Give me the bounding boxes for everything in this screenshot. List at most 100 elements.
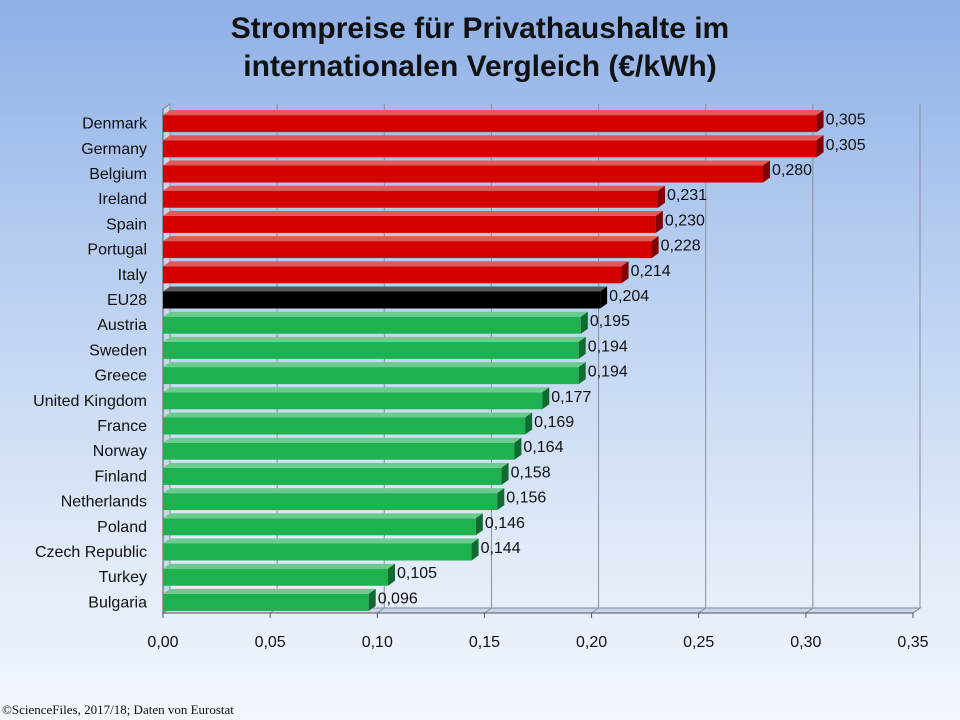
y-tick-label: Italy	[118, 267, 147, 284]
x-tick-label: 0,30	[790, 634, 821, 651]
bar	[163, 493, 498, 511]
y-tick-label: Finland	[95, 468, 147, 485]
x-tick-label: 0,00	[147, 634, 178, 651]
bar-end-face	[368, 588, 376, 611]
bar-end-face	[501, 462, 509, 485]
bar	[163, 593, 369, 611]
bar-top-face	[163, 412, 533, 418]
bar-end-face	[475, 513, 483, 536]
bar-end-face	[388, 563, 395, 586]
bar-top-face	[163, 437, 522, 443]
data-label: 0,169	[534, 414, 574, 431]
bar	[163, 392, 543, 410]
data-label: 0,158	[511, 464, 551, 481]
bar	[163, 266, 622, 284]
y-tick-label: Sweden	[89, 342, 147, 359]
y-tick-label: Ireland	[98, 191, 147, 208]
data-label: 0,214	[631, 263, 671, 280]
data-label: 0,230	[665, 212, 705, 229]
data-label: 0,305	[826, 112, 866, 129]
bar	[163, 215, 656, 233]
bar-top-face	[163, 462, 509, 468]
x-tick-label: 0,20	[576, 634, 607, 651]
bar	[163, 190, 658, 208]
bar	[163, 568, 388, 586]
bar	[163, 367, 579, 385]
bar-top-face	[163, 488, 505, 494]
y-tick-label: Poland	[97, 519, 147, 536]
bar-top-face	[163, 135, 824, 141]
x-tick-label: 0,10	[362, 634, 393, 651]
data-label: 0,177	[551, 389, 591, 406]
data-label: 0,105	[397, 565, 437, 582]
y-tick-label: Czech Republic	[35, 544, 147, 561]
bar-top-face	[163, 210, 663, 216]
x-tick-label: 0,15	[469, 634, 500, 651]
bar-end-face	[578, 336, 586, 359]
bar-top-face	[163, 286, 608, 292]
x-gridline	[805, 104, 814, 614]
bar	[163, 140, 817, 158]
bar-top-face	[163, 236, 659, 242]
y-tick-label: Spain	[106, 216, 147, 233]
bar-end-face	[600, 286, 608, 309]
bar	[163, 316, 581, 334]
y-tick-label: United Kingdom	[33, 393, 147, 410]
data-label: 0,305	[826, 137, 866, 154]
bar	[163, 543, 472, 561]
chart-title: Strompreise für Privathaushalte im inter…	[0, 10, 960, 86]
chart-title-line-2: internationalen Vergleich (€/kWh)	[243, 50, 717, 83]
bar	[163, 518, 476, 536]
data-label: 0,164	[523, 439, 563, 456]
bar-end-face	[621, 261, 629, 284]
bar-top-face	[163, 185, 665, 191]
data-label: 0,194	[588, 364, 628, 381]
bar-end-face	[471, 538, 479, 561]
bar	[163, 115, 817, 133]
data-label: 0,280	[772, 162, 812, 179]
x-gridline	[698, 104, 707, 614]
bar-end-face	[578, 362, 586, 385]
y-tick-label: France	[97, 418, 147, 435]
bar	[163, 291, 601, 309]
bar-end-face	[651, 236, 659, 259]
bar-end-face	[580, 311, 588, 334]
bar-top-face	[163, 311, 588, 317]
bar-top-face	[163, 563, 395, 569]
bar-end-face	[763, 160, 770, 183]
bar-end-face	[816, 135, 824, 158]
data-label: 0,144	[481, 540, 521, 557]
data-label: 0,231	[667, 187, 707, 204]
bar-end-face	[658, 185, 665, 208]
bar-end-face	[655, 210, 663, 233]
data-label: 0,194	[588, 338, 628, 355]
bar	[163, 417, 526, 435]
y-tick-label: Greece	[95, 368, 148, 385]
x-tick-label: 0,35	[897, 634, 928, 651]
y-tick-label: Denmark	[82, 116, 148, 133]
bar-end-face	[514, 437, 522, 460]
bar-top-face	[163, 588, 376, 594]
bar-top-face	[163, 261, 629, 267]
bar	[163, 467, 502, 485]
bar-end-face	[542, 387, 550, 410]
y-tick-label: Netherlands	[61, 494, 147, 511]
bar-top-face	[163, 387, 550, 393]
y-tick-label: Belgium	[89, 166, 147, 183]
data-label: 0,195	[590, 313, 630, 330]
bar	[163, 442, 515, 460]
data-label: 0,156	[506, 490, 546, 507]
bar-top-face	[163, 160, 770, 166]
x-tick-label: 0,25	[683, 634, 714, 651]
y-tick-label: Turkey	[99, 569, 147, 586]
data-label: 0,204	[609, 288, 649, 305]
data-label: 0,096	[378, 590, 418, 607]
y-tick-label: Portugal	[87, 242, 147, 259]
bar	[163, 165, 763, 183]
bar	[163, 341, 579, 359]
bar-end-face	[497, 488, 505, 511]
x-tick-label: 0,05	[255, 634, 286, 651]
bar-top-face	[163, 110, 824, 116]
y-tick-label: Germany	[81, 141, 147, 158]
bar-top-face	[163, 336, 586, 342]
